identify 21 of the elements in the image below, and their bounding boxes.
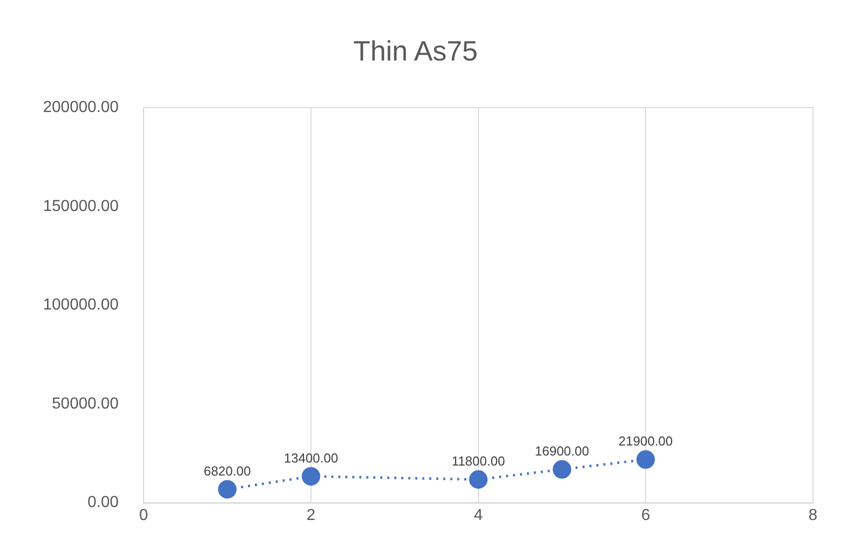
point	[218, 480, 237, 499]
point	[636, 450, 655, 469]
point	[302, 467, 320, 486]
y-tick-label: 100000.00	[42, 296, 119, 314]
data-label: 11800.00	[452, 454, 505, 469]
x-tick-label: 0	[139, 506, 148, 524]
x-tick-label: 2	[306, 506, 316, 524]
data-label: 21900.00	[618, 434, 673, 449]
data-label: 16900.00	[534, 443, 590, 458]
y-tick-label: 50000.00	[52, 395, 119, 412]
point	[552, 460, 572, 479]
point	[469, 470, 488, 489]
y-tick-label: 150000.00	[42, 198, 119, 215]
y-tick-label: 200000.00	[42, 99, 119, 116]
x-tick-label: 6	[641, 506, 650, 524]
data-label: 6820.00	[204, 463, 251, 478]
x-tick-label: 4	[474, 506, 483, 524]
y-tick-label: 0.00	[87, 494, 119, 512]
chart-title: Thin As75	[353, 36, 478, 67]
data-label: 13400.00	[284, 450, 338, 466]
x-tick-label: 8	[808, 506, 818, 524]
